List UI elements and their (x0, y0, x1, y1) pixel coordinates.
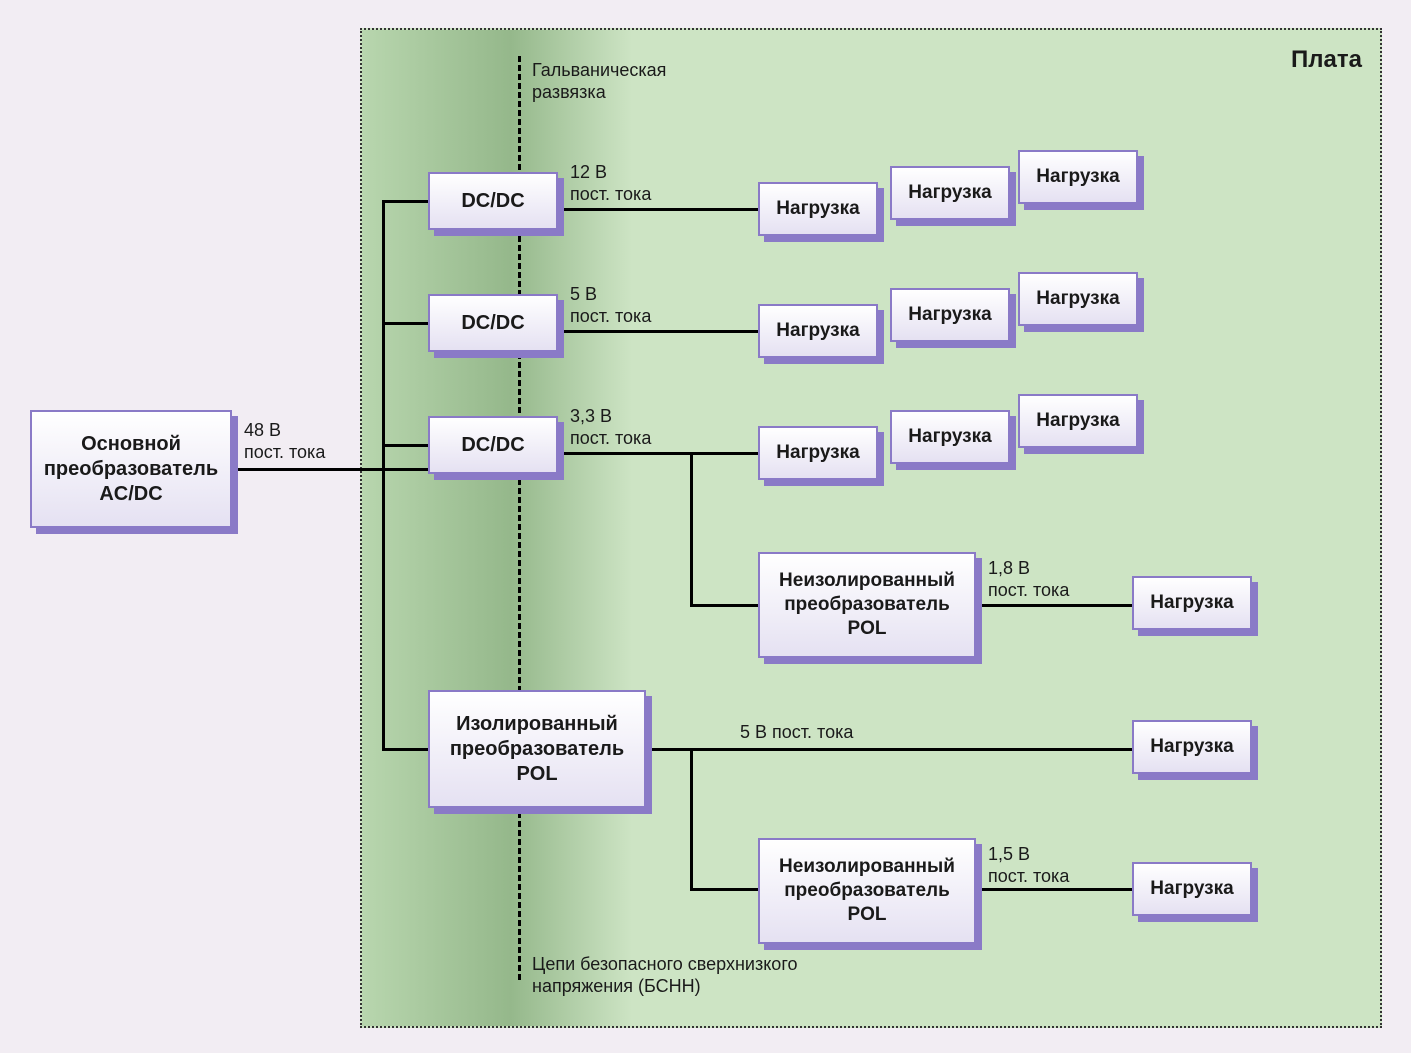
voltage-label: 48 В пост. тока (244, 420, 325, 463)
wire (382, 200, 385, 750)
node-r3_load3: Нагрузка (1018, 394, 1138, 448)
wire (976, 888, 1134, 891)
voltage-label: 12 В пост. тока (570, 162, 651, 205)
wire (558, 330, 758, 333)
wire (646, 748, 1134, 751)
wire (558, 208, 758, 211)
wire (690, 748, 693, 890)
node-acdc: Основной преобразователь AC/DC (30, 410, 232, 528)
wire (976, 604, 1134, 607)
node-dcdc2: DC/DC (428, 294, 558, 352)
voltage-label: 5 В пост. тока (570, 284, 651, 327)
wire (690, 604, 760, 607)
isolation-label: Гальваническая развязка (532, 60, 666, 103)
wire (382, 748, 430, 751)
wire (690, 888, 760, 891)
voltage-label: 1,5 В пост. тока (988, 844, 1069, 887)
node-r2_load1: Нагрузка (758, 304, 878, 358)
node-r5_load: Нагрузка (1132, 720, 1252, 774)
wire (382, 200, 430, 203)
node-r4_load: Нагрузка (1132, 576, 1252, 630)
node-r3_load1: Нагрузка (758, 426, 878, 480)
node-r2_load3: Нагрузка (1018, 272, 1138, 326)
voltage-label: 3,3 В пост. тока (570, 406, 651, 449)
voltage-label: 5 В пост. тока (740, 722, 853, 744)
selv-label: Цепи безопасного сверхнизкого напряжения… (532, 954, 798, 997)
wire (690, 452, 693, 606)
wire (382, 444, 430, 447)
wire (232, 468, 428, 471)
voltage-label: 1,8 В пост. тока (988, 558, 1069, 601)
wire (558, 452, 758, 455)
node-r6_load: Нагрузка (1132, 862, 1252, 916)
node-r1_load1: Нагрузка (758, 182, 878, 236)
node-nipol1: Неизолированный преобразователь POL (758, 552, 976, 658)
node-r1_load3: Нагрузка (1018, 150, 1138, 204)
board-title: Плата (1291, 46, 1362, 75)
node-r3_load2: Нагрузка (890, 410, 1010, 464)
node-r1_load2: Нагрузка (890, 166, 1010, 220)
node-dcdc1: DC/DC (428, 172, 558, 230)
node-isopol: Изолированный преобразователь POL (428, 690, 646, 808)
node-dcdc3: DC/DC (428, 416, 558, 474)
node-nipol2: Неизолированный преобразователь POL (758, 838, 976, 944)
diagram-canvas: Плата Гальваническая развязка Цепи безопас… (0, 0, 1411, 1053)
wire (382, 322, 430, 325)
node-r2_load2: Нагрузка (890, 288, 1010, 342)
